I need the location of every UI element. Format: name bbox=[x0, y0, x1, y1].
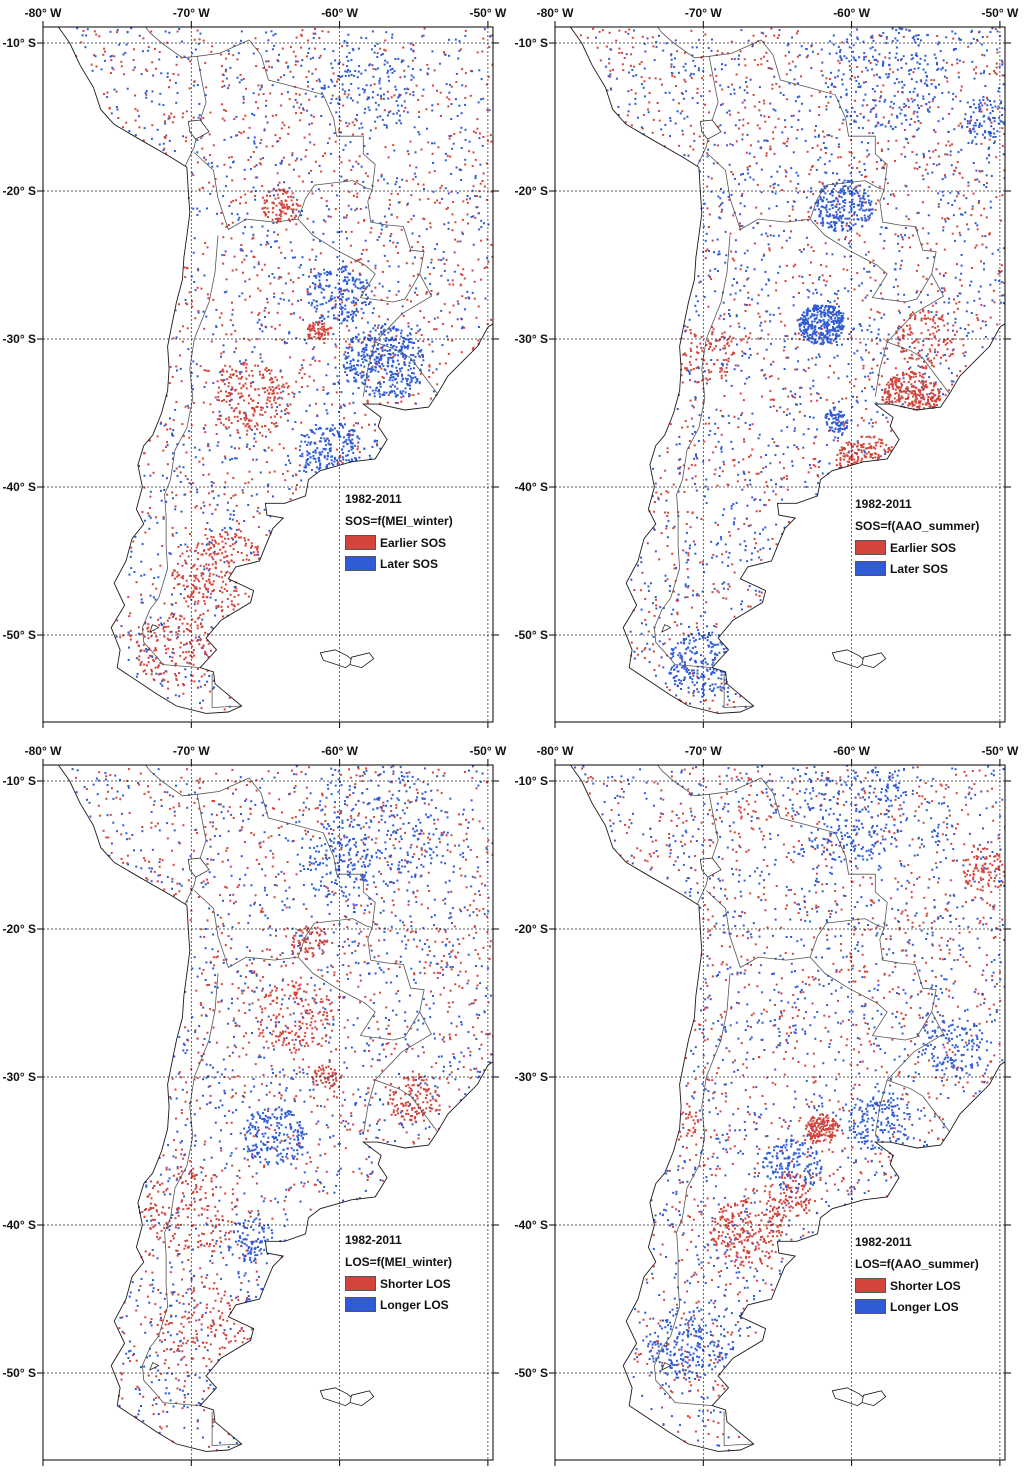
legend-label-blue: Longer LOS bbox=[380, 1297, 449, 1312]
legend-label-blue: Longer LOS bbox=[890, 1299, 959, 1314]
lat-label: -20° S bbox=[515, 184, 548, 198]
legend-swatch-blue bbox=[855, 1299, 886, 1314]
lat-label: -50° S bbox=[3, 628, 36, 642]
map-panel-sos-mei: -80° W -70° W -60° W -50° W -10° S -20° S -30°… bbox=[0, 0, 512, 737]
legend-swatch-blue bbox=[345, 1297, 376, 1312]
legend-swatch-red bbox=[855, 540, 886, 555]
legend-label-blue: Later SOS bbox=[890, 561, 949, 576]
lat-label: -30° S bbox=[515, 1070, 548, 1084]
lat-label: -30° S bbox=[3, 332, 36, 346]
legend-swatch-red bbox=[345, 1276, 376, 1291]
legend-period: 1982-2011 bbox=[855, 497, 912, 511]
anomaly-pixels bbox=[71, 765, 493, 1452]
lat-label: -30° S bbox=[3, 1070, 36, 1084]
legend-formula: SOS=f(MEI_winter) bbox=[345, 514, 453, 528]
lon-label: -80° W bbox=[25, 744, 62, 758]
lon-label: -80° W bbox=[25, 6, 62, 20]
lat-label: -20° S bbox=[3, 922, 36, 936]
legend-item-red: Shorter LOS bbox=[855, 1278, 979, 1293]
legend-formula: LOS=f(AAO_summer) bbox=[855, 1257, 979, 1271]
lon-label: -60° W bbox=[321, 744, 358, 758]
legend-formula: SOS=f(AAO_summer) bbox=[855, 519, 980, 533]
lon-label: -70° W bbox=[685, 744, 722, 758]
legend-label-red: Shorter LOS bbox=[890, 1278, 961, 1293]
legend-item-blue: Later SOS bbox=[345, 556, 453, 571]
map-area bbox=[43, 765, 493, 1460]
graticule bbox=[555, 765, 1005, 1460]
legend-item-blue: Longer LOS bbox=[345, 1297, 452, 1312]
map-svg: -80° W -70° W -60° W -50° W -10° S -20° S -30°… bbox=[3, 744, 507, 1466]
lon-label: -50° W bbox=[469, 6, 506, 20]
graticule bbox=[555, 27, 1005, 722]
legend-period: 1982-2011 bbox=[345, 1233, 402, 1247]
lon-label: -60° W bbox=[833, 6, 870, 20]
legend-swatch-blue bbox=[855, 561, 886, 576]
legend-label-blue: Later SOS bbox=[380, 556, 439, 571]
lat-label: -40° S bbox=[3, 1218, 36, 1232]
legend-formula: LOS=f(MEI_winter) bbox=[345, 1255, 453, 1269]
lat-label: -40° S bbox=[515, 480, 548, 494]
map-frame bbox=[554, 764, 1006, 1461]
lon-label: -80° W bbox=[537, 6, 574, 20]
lon-label: -50° W bbox=[981, 744, 1018, 758]
lat-label: -30° S bbox=[515, 332, 548, 346]
lon-label: -50° W bbox=[469, 744, 506, 758]
legend: 1982-2011 LOS=f(MEI_winter) Shorter LOS … bbox=[345, 1233, 452, 1312]
map-frame bbox=[42, 26, 494, 723]
anomaly-pixels bbox=[574, 765, 1005, 1452]
lat-label: -10° S bbox=[515, 774, 548, 788]
map-area bbox=[555, 765, 1005, 1460]
lat-label: -10° S bbox=[515, 36, 548, 50]
lat-label: -40° S bbox=[515, 1218, 548, 1232]
legend: 1982-2011 SOS=f(AAO_summer) Earlier SOS … bbox=[855, 497, 979, 576]
map-svg: -80° W -70° W -60° W -50° W -10° S -20° S -30°… bbox=[515, 6, 1019, 728]
map-area bbox=[555, 27, 1005, 722]
lon-label: -60° W bbox=[321, 6, 358, 20]
anomaly-pixels bbox=[579, 27, 1005, 714]
map-svg: -80° W -70° W -60° W -50° W -10° S -20° S -30°… bbox=[515, 744, 1019, 1466]
coastline bbox=[569, 765, 1005, 1452]
lon-label: -70° W bbox=[173, 744, 210, 758]
legend-swatch-red bbox=[855, 1278, 886, 1293]
graticule bbox=[43, 765, 493, 1460]
lon-label: -70° W bbox=[685, 6, 722, 20]
legend: 1982-2011 SOS=f(MEI_winter) Earlier SOS … bbox=[345, 492, 453, 571]
lat-label: -50° S bbox=[3, 1366, 36, 1380]
map-area bbox=[43, 27, 493, 722]
map-frame bbox=[42, 764, 494, 1461]
map-panel-sos-aao: -80° W -70° W -60° W -50° W -10° S -20° S -30°… bbox=[512, 0, 1024, 737]
map-frame bbox=[554, 26, 1006, 723]
graticule bbox=[43, 27, 493, 722]
legend-item-red: Earlier SOS bbox=[855, 540, 979, 555]
legend: 1982-2011 LOS=f(AAO_summer) Shorter LOS … bbox=[855, 1235, 979, 1314]
legend-label-red: Earlier SOS bbox=[380, 535, 447, 550]
legend-swatch-red bbox=[345, 535, 376, 550]
coastline bbox=[569, 27, 1005, 714]
lat-label: -20° S bbox=[3, 184, 36, 198]
legend-item-blue: Longer LOS bbox=[855, 1299, 979, 1314]
lat-label: -10° S bbox=[3, 774, 36, 788]
legend-item-red: Shorter LOS bbox=[345, 1276, 452, 1291]
legend-label-red: Shorter LOS bbox=[380, 1276, 451, 1291]
legend-label-red: Earlier SOS bbox=[890, 540, 957, 555]
map-panel-los-aao: -80° W -70° W -60° W -50° W -10° S -20° S -30°… bbox=[512, 738, 1024, 1475]
legend-item-red: Earlier SOS bbox=[345, 535, 453, 550]
lon-label: -60° W bbox=[833, 744, 870, 758]
coastline bbox=[57, 765, 493, 1452]
coastline bbox=[57, 27, 493, 714]
lon-label: -80° W bbox=[537, 744, 574, 758]
legend-period: 1982-2011 bbox=[345, 492, 402, 506]
lat-label: -50° S bbox=[515, 1366, 548, 1380]
map-panel-los-mei: -80° W -70° W -60° W -50° W -10° S -20° S -30°… bbox=[0, 738, 512, 1475]
lat-label: -20° S bbox=[515, 922, 548, 936]
legend-swatch-blue bbox=[345, 556, 376, 571]
lon-label: -70° W bbox=[173, 6, 210, 20]
lon-label: -50° W bbox=[981, 6, 1018, 20]
lat-label: -40° S bbox=[3, 480, 36, 494]
map-svg: -80° W -70° W -60° W -50° W -10° S -20° S -30°… bbox=[3, 6, 507, 728]
legend-period: 1982-2011 bbox=[855, 1235, 912, 1249]
lat-label: -50° S bbox=[515, 628, 548, 642]
lat-label: -10° S bbox=[3, 36, 36, 50]
legend-item-blue: Later SOS bbox=[855, 561, 979, 576]
